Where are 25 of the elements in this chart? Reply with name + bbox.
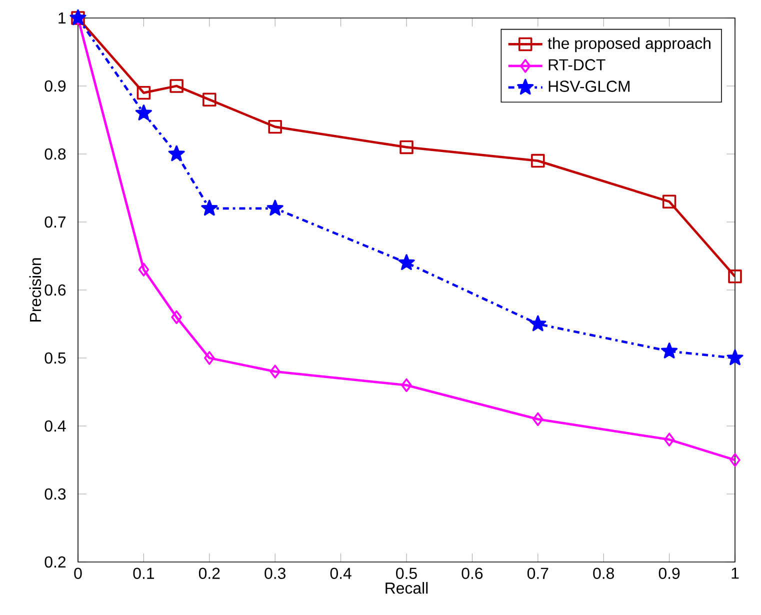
y-tick-label: 0.6 — [44, 284, 66, 296]
legend-label: the proposed approach — [548, 37, 710, 52]
x-tick-label: 0.2 — [198, 568, 220, 579]
y-tick-label: 0.9 — [44, 80, 66, 92]
x-tick-label: 1 — [732, 568, 739, 579]
y-axis-title: Precision — [29, 258, 42, 322]
y-tick-label: 0.2 — [44, 556, 66, 568]
legend-label: RT-DCT — [548, 59, 606, 70]
y-tick-label: 0.8 — [44, 148, 66, 160]
x-tick-label: 0.4 — [330, 568, 352, 579]
y-tick-label: 0.7 — [44, 216, 66, 228]
y-tick-label: 0.3 — [44, 488, 66, 500]
x-tick-label: 0.8 — [593, 568, 614, 579]
x-tick-label: 0.3 — [264, 568, 286, 579]
x-tick-label: 0.1 — [133, 568, 154, 579]
x-tick-label: 0.5 — [396, 568, 417, 579]
legend-label: HSV-GLCM — [548, 80, 630, 92]
y-tick-label: 0.4 — [44, 420, 66, 432]
x-tick-label: 0 — [74, 568, 82, 579]
y-tick-label: 0.5 — [44, 352, 66, 364]
x-tick-label: 0.7 — [527, 568, 548, 579]
x-axis-title: Recall — [386, 582, 428, 594]
y-tick-label: 1 — [58, 12, 66, 24]
x-tick-label: 0.6 — [462, 568, 483, 579]
x-tick-label: 0.9 — [658, 568, 680, 579]
